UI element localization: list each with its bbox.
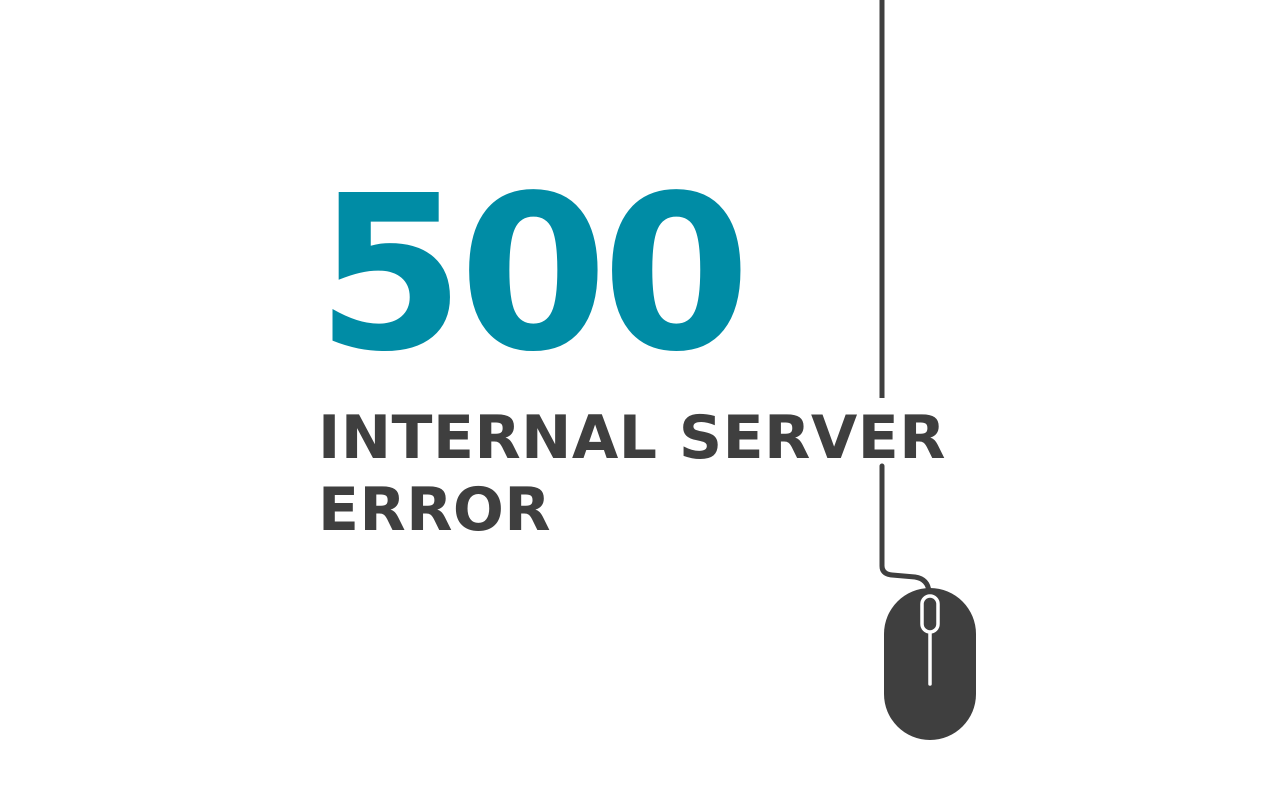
error-message: INTERNAL SERVER ERROR xyxy=(318,402,946,546)
error-message-line-1: INTERNAL SERVER xyxy=(318,403,946,473)
error-code: 500 xyxy=(316,150,751,399)
mouse-wheel-center xyxy=(926,603,934,625)
error-message-line-2: ERROR xyxy=(318,475,552,545)
mouse-body xyxy=(884,588,976,740)
mouse-scroll-wheel xyxy=(920,594,940,634)
